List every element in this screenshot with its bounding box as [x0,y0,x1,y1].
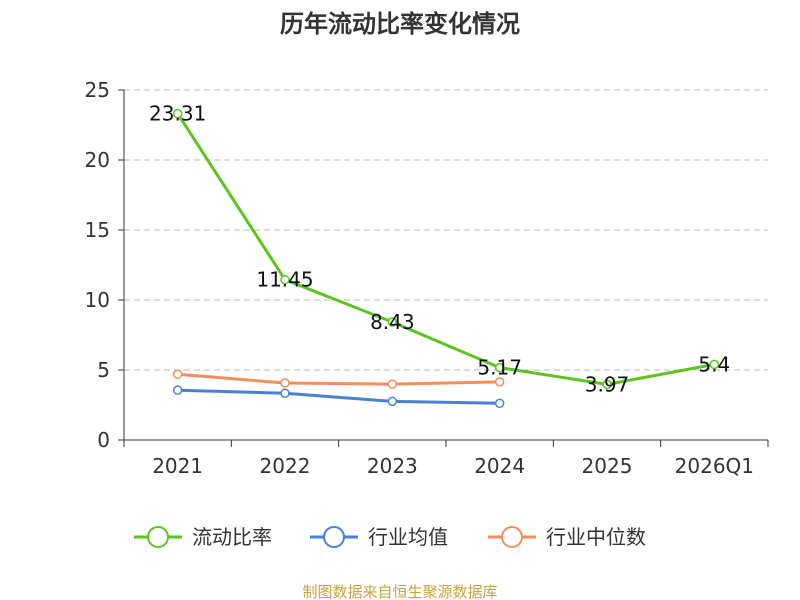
legend-marker [323,526,345,548]
data-point [709,359,720,370]
x-tick-label: 2024 [474,454,525,478]
legend: 流动比率 行业均值 行业中位数 [134,525,646,549]
data-point [494,362,505,373]
data-point [172,108,183,119]
y-tick-label: 25 [85,78,110,102]
chart-title: 历年流动比率变化情况 [280,10,520,38]
y-tick-label: 5 [97,358,110,382]
x-tick-label: 2023 [367,454,418,478]
legend-label: 行业均值 [368,525,448,549]
x-tick-label: 2025 [582,454,633,478]
data-point [387,379,398,389]
data-labels: 23.31 11.45 8.43 5.17 3.97 5.4 [149,102,730,397]
data-point [494,398,505,409]
data-point [387,396,398,407]
data-label: 3.97 [585,372,630,396]
data-label: 23.31 [149,102,206,126]
series-line-0 [176,112,715,386]
data-point [280,378,290,388]
series-line-1 [177,388,500,405]
data-label: 8.43 [370,310,415,334]
data-point [387,317,398,327]
data-point [280,388,290,398]
data-point [172,385,183,395]
data-label: 5.4 [698,352,730,376]
data-point [172,369,183,379]
data-point [602,379,612,390]
y-tick-label: 15 [85,218,110,242]
y-tick-label: 10 [85,288,110,312]
legend-label: 行业中位数 [546,525,646,549]
legend-label: 流动比率 [192,525,272,549]
series-lines [172,108,720,409]
data-label: 5.17 [477,356,522,380]
data-point [280,274,290,285]
data-label: 11.45 [256,268,313,292]
x-tick-label: 2022 [260,454,311,478]
x-tick-label: 2026Q1 [675,454,754,478]
x-tick-label: 2021 [152,454,203,478]
y-tick-label: 20 [85,148,110,172]
data-point [494,377,505,387]
y-tick-label: 0 [97,428,110,452]
legend-marker [501,526,523,548]
source-note: 制图数据来自恒生聚源数据库 [302,583,497,600]
series-line-2 [177,372,500,386]
grid-lines [124,89,768,371]
legend-marker [147,526,169,548]
